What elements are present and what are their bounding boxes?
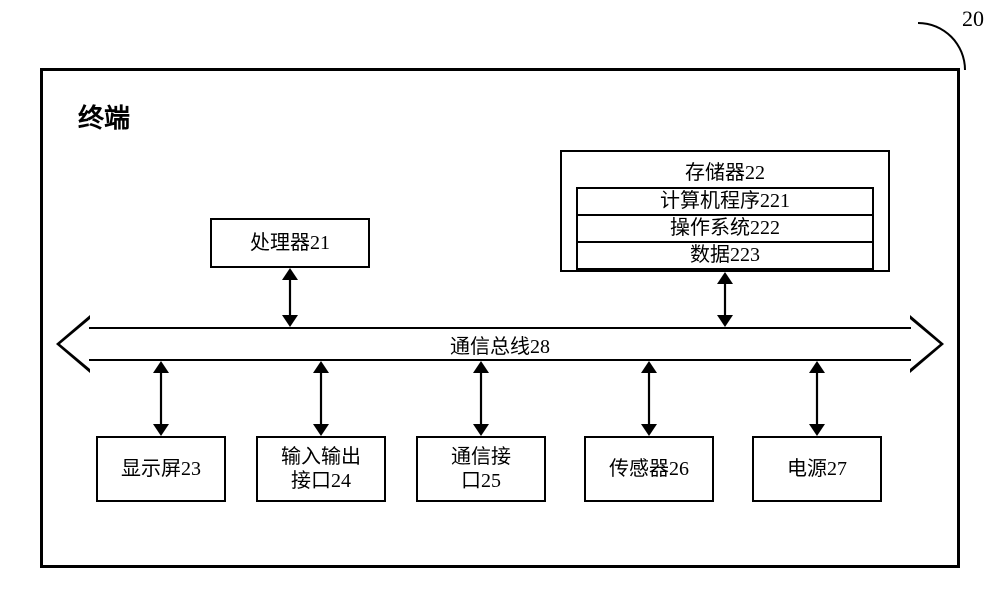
bus: 通信总线28 — [0, 0, 1000, 596]
arrow-memory — [717, 272, 733, 327]
sensor-label: 传感器26 — [609, 457, 689, 481]
bus-label: 通信总线28 — [450, 330, 550, 359]
bus-body: 通信总线28 — [89, 327, 911, 361]
io-label: 输入输出 接口24 — [281, 445, 361, 493]
io-block: 输入输出 接口24 — [256, 436, 386, 502]
arrow-commif — [473, 361, 489, 436]
bus-head-right-fill — [910, 319, 940, 369]
display-label: 显示屏23 — [121, 457, 201, 481]
display-block: 显示屏23 — [96, 436, 226, 502]
arrow-io — [313, 361, 329, 436]
arrow-power — [809, 361, 825, 436]
arrow-processor — [282, 268, 298, 327]
commif-block: 通信接 口25 — [416, 436, 546, 502]
power-label: 电源27 — [787, 457, 847, 481]
bus-head-left-fill — [60, 319, 90, 369]
diagram-canvas: 20 终端 处理器21 存储器22 计算机程序221 操作系统222 数据223… — [0, 0, 1000, 596]
commif-label: 通信接 口25 — [451, 445, 511, 493]
arrow-sensor — [641, 361, 657, 436]
power-block: 电源27 — [752, 436, 882, 502]
sensor-block: 传感器26 — [584, 436, 714, 502]
arrow-display — [153, 361, 169, 436]
